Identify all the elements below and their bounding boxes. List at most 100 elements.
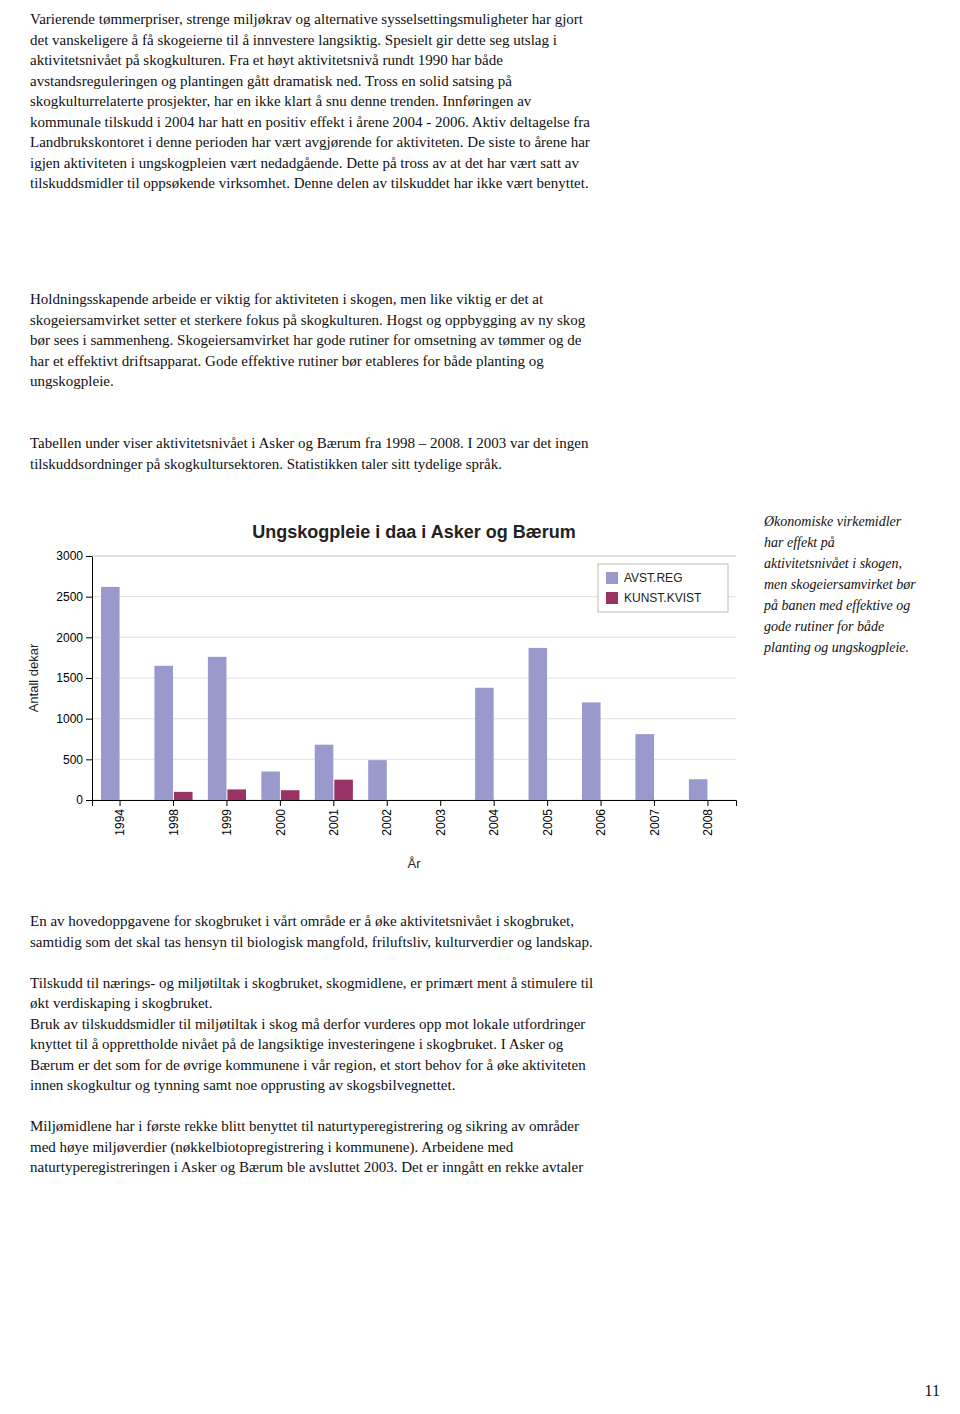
- text-line: tilskuddsmidler til oppsøkende virksomhe…: [30, 175, 589, 191]
- text-line: det vanskeligere å få skogeierne til å i…: [30, 32, 557, 48]
- tick-mark: [86, 759, 92, 760]
- bar: [208, 657, 227, 800]
- side-note: Økonomiske virkemidlerhar effekt påaktiv…: [763, 514, 916, 655]
- tick-mark: [86, 597, 92, 598]
- text-line: igjen aktiviteten i ungskogpleien vært n…: [30, 155, 580, 171]
- text-line: Holdningsskapende arbeide er viktig for …: [30, 291, 544, 307]
- tick-label: 2500: [56, 590, 83, 604]
- tick-mark: [494, 800, 495, 806]
- tick: 1994: [113, 800, 127, 836]
- text-line: naturtyperegistreringen i Asker og Bærum…: [30, 1159, 583, 1175]
- tick-label: 1999: [220, 809, 234, 836]
- tick-label: 3000: [56, 549, 83, 563]
- tick-label: 2007: [648, 809, 662, 836]
- tick-label: 1000: [56, 712, 83, 726]
- text-line: En av hovedoppgavene for skogbruket i vå…: [30, 913, 574, 929]
- tick-mark: [86, 719, 92, 720]
- legend: AVST.REGKUNST.KVIST: [598, 564, 728, 612]
- tick: 2000: [56, 631, 92, 645]
- text-line: avstandsreguleringen og plantingen gått …: [30, 73, 512, 89]
- text-line: gode rutiner for både: [764, 619, 884, 634]
- tick: 2001: [327, 800, 341, 836]
- paragraph: Tabellen under viser aktivitetsnivået i …: [30, 435, 589, 472]
- text-line: men skogeiersamvirket bør: [764, 577, 916, 592]
- y-axis-title: Antall dekar: [26, 643, 41, 712]
- bar: [475, 688, 494, 800]
- text-line: aktivitetsnivået på skogkulturen. Fra et…: [30, 52, 503, 68]
- bar: [655, 800, 674, 801]
- bar: [635, 734, 654, 800]
- page: Varierende tømmerpriser, strenge miljøkr…: [0, 0, 960, 1414]
- text-line: på banen med effektive og: [763, 598, 910, 613]
- tick-label: 2008: [701, 809, 715, 836]
- tick-mark: [226, 800, 227, 806]
- text-line: med høye miljøverdier (nøkkelbiotopregis…: [30, 1139, 514, 1156]
- tick-label: 1998: [167, 809, 181, 836]
- tick: 1000: [56, 712, 92, 726]
- tick-mark: [173, 800, 174, 806]
- legend-label: AVST.REG: [624, 571, 682, 585]
- text-line: Tilskudd til nærings- og miljøtiltak i s…: [30, 975, 593, 991]
- bar: [582, 702, 601, 800]
- bar: [261, 772, 280, 800]
- tick-label: 2000: [56, 631, 83, 645]
- bar-series: [101, 587, 707, 800]
- text-line: Miljømidlene har i første rekke blitt be…: [30, 1118, 579, 1134]
- bar: [422, 800, 441, 801]
- y-axis: 050010001500200025003000: [56, 549, 92, 807]
- tick-mark: [86, 678, 92, 679]
- chart: 0500100015002000250030001994199819992000…: [26, 522, 737, 871]
- text-line: Tabellen under viser aktivitetsnivået i …: [30, 435, 589, 451]
- text-line: planting og ungskogpleie.: [763, 640, 909, 655]
- bar: [121, 800, 140, 801]
- bar: [441, 800, 460, 801]
- tick-mark: [601, 800, 602, 806]
- tick: 500: [63, 753, 92, 767]
- tick: 2005: [541, 800, 555, 836]
- text-line: Bærum er det som for de øvrige kommunene…: [30, 1057, 586, 1073]
- tick-label: 2003: [434, 809, 448, 836]
- bar: [315, 745, 334, 800]
- tick: 2008: [701, 800, 715, 836]
- bar: [101, 587, 120, 800]
- tick-label: 1500: [56, 671, 83, 685]
- tick-label: 2002: [380, 809, 394, 836]
- x-axis-title: År: [408, 856, 422, 871]
- tick-mark: [707, 800, 708, 806]
- tick-mark: [440, 800, 441, 806]
- tick-label: 500: [63, 753, 83, 767]
- tick-mark: [333, 800, 334, 806]
- tick: 2002: [380, 800, 394, 836]
- plot-area: 0500100015002000250030001994199819992000…: [56, 549, 736, 835]
- text-line: kommunale tilskudd i 2004 har hatt en po…: [30, 114, 590, 130]
- text-line: innen skogkultur og tynning samt noe opp…: [30, 1077, 455, 1093]
- text-line: skogeiersamvirket setter et sterkere fok…: [30, 312, 586, 328]
- bar: [689, 779, 708, 800]
- grid-line: [92, 556, 736, 557]
- text-line: Bruk av tilskuddsmidler til miljøtiltak …: [30, 1016, 585, 1032]
- tick-mark: [547, 800, 548, 806]
- text-line: Økonomiske virkemidler: [763, 514, 902, 529]
- text-line: har effekt på: [764, 535, 835, 550]
- paragraph: En av hovedoppgavene for skogbruket i vå…: [30, 913, 593, 1175]
- text-line: tilskuddsordninger på skogkultursektoren…: [30, 456, 502, 472]
- tick: 2500: [56, 590, 92, 604]
- bar: [529, 648, 548, 800]
- text-line: økt verdiskaping i skogbruket.: [30, 995, 212, 1011]
- text-line: Varierende tømmerpriser, strenge miljøkr…: [30, 11, 584, 27]
- paragraph: Holdningsskapende arbeide er viktig for …: [30, 291, 586, 389]
- legend-item: AVST.REG: [606, 571, 682, 585]
- tick: 3000: [56, 549, 92, 563]
- tick-label: 2005: [541, 809, 555, 836]
- text-line: skogkulturrelaterte prosjekter, har en i…: [30, 93, 532, 109]
- grid-line: [92, 678, 736, 679]
- plot-frame: [92, 556, 736, 557]
- tick: 1998: [167, 800, 181, 836]
- grid-line: [92, 637, 736, 638]
- tick: 2007: [648, 800, 662, 836]
- bar: [548, 800, 567, 801]
- tick: 2006: [594, 800, 608, 836]
- text-line: ungskogpleie.: [30, 373, 114, 389]
- tick: 2000: [274, 800, 288, 836]
- tick-mark: [86, 556, 92, 557]
